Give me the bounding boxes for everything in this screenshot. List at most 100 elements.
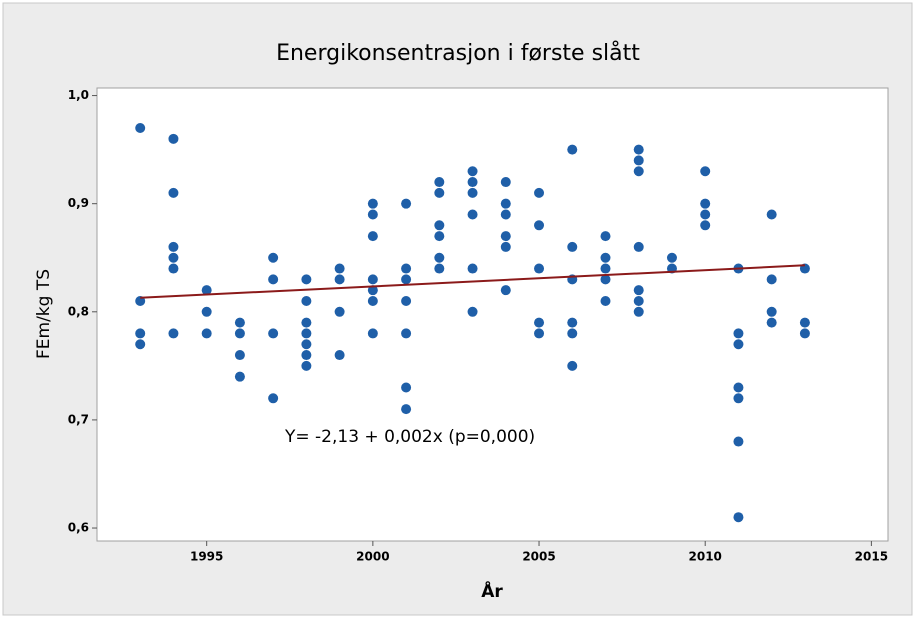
x-tick-label: 2015 (855, 550, 888, 564)
point (567, 317, 578, 328)
point (766, 317, 777, 328)
point (401, 328, 412, 339)
point (168, 263, 179, 274)
point (500, 231, 511, 242)
point (467, 187, 478, 198)
point (534, 328, 545, 339)
point (135, 123, 146, 134)
point (467, 177, 478, 188)
point (367, 295, 378, 306)
point (301, 328, 312, 339)
point (500, 241, 511, 252)
point (633, 166, 644, 177)
point (733, 382, 744, 393)
point (633, 144, 644, 155)
point (201, 285, 212, 296)
point (700, 198, 711, 209)
point (434, 231, 445, 242)
point (168, 187, 179, 198)
point (201, 306, 212, 317)
y-tick-label: 0,6 (68, 521, 89, 535)
point (633, 295, 644, 306)
point (467, 166, 478, 177)
point (434, 187, 445, 198)
point (733, 393, 744, 404)
y-axis-label: FEm/kg TS (34, 269, 54, 359)
point (733, 436, 744, 447)
point (301, 274, 312, 285)
point (467, 263, 478, 274)
y-tick-label: 0,7 (68, 412, 89, 426)
point (334, 274, 345, 285)
point (467, 306, 478, 317)
point (168, 241, 179, 252)
point (301, 317, 312, 328)
point (600, 274, 611, 285)
point (168, 133, 179, 144)
point (434, 263, 445, 274)
point (434, 252, 445, 263)
point (234, 328, 245, 339)
point (367, 274, 378, 285)
point (434, 220, 445, 231)
point (268, 252, 279, 263)
point (633, 285, 644, 296)
x-axis-label: År (481, 579, 503, 602)
point (534, 220, 545, 231)
point (567, 241, 578, 252)
point (500, 285, 511, 296)
point (733, 328, 744, 339)
point (234, 317, 245, 328)
point (367, 198, 378, 209)
point (367, 209, 378, 220)
point (534, 187, 545, 198)
annotation: Y= -2,13 + 0,002x (p=0,000) (284, 427, 535, 447)
point (434, 177, 445, 188)
point (268, 274, 279, 285)
point (168, 328, 179, 339)
point (234, 371, 245, 382)
point (700, 166, 711, 177)
point (666, 252, 677, 263)
point (500, 209, 511, 220)
point (600, 295, 611, 306)
point (567, 360, 578, 371)
trend-line (140, 264, 805, 299)
point (700, 220, 711, 231)
point (467, 209, 478, 220)
point (799, 317, 810, 328)
point (301, 350, 312, 361)
point (534, 317, 545, 328)
point (633, 155, 644, 166)
point (334, 350, 345, 361)
point (301, 339, 312, 350)
point (401, 404, 412, 415)
point (567, 328, 578, 339)
plot-area (96, 87, 889, 542)
point (367, 328, 378, 339)
point (633, 306, 644, 317)
point (268, 328, 279, 339)
point (234, 350, 245, 361)
point (766, 306, 777, 317)
point (600, 252, 611, 263)
point (301, 360, 312, 371)
point (401, 295, 412, 306)
point (401, 274, 412, 285)
point (799, 328, 810, 339)
point (401, 382, 412, 393)
point (600, 263, 611, 274)
point (567, 144, 578, 155)
point (201, 328, 212, 339)
point (168, 252, 179, 263)
point (733, 339, 744, 350)
x-tick-label: 2005 (522, 550, 555, 564)
point (733, 512, 744, 523)
point (633, 241, 644, 252)
y-tick-label: 0,9 (68, 196, 89, 210)
chart-title: Energikonsentrasjon i første slått (276, 40, 640, 66)
x-tick-label: 2000 (356, 550, 389, 564)
point (401, 263, 412, 274)
point (268, 393, 279, 404)
